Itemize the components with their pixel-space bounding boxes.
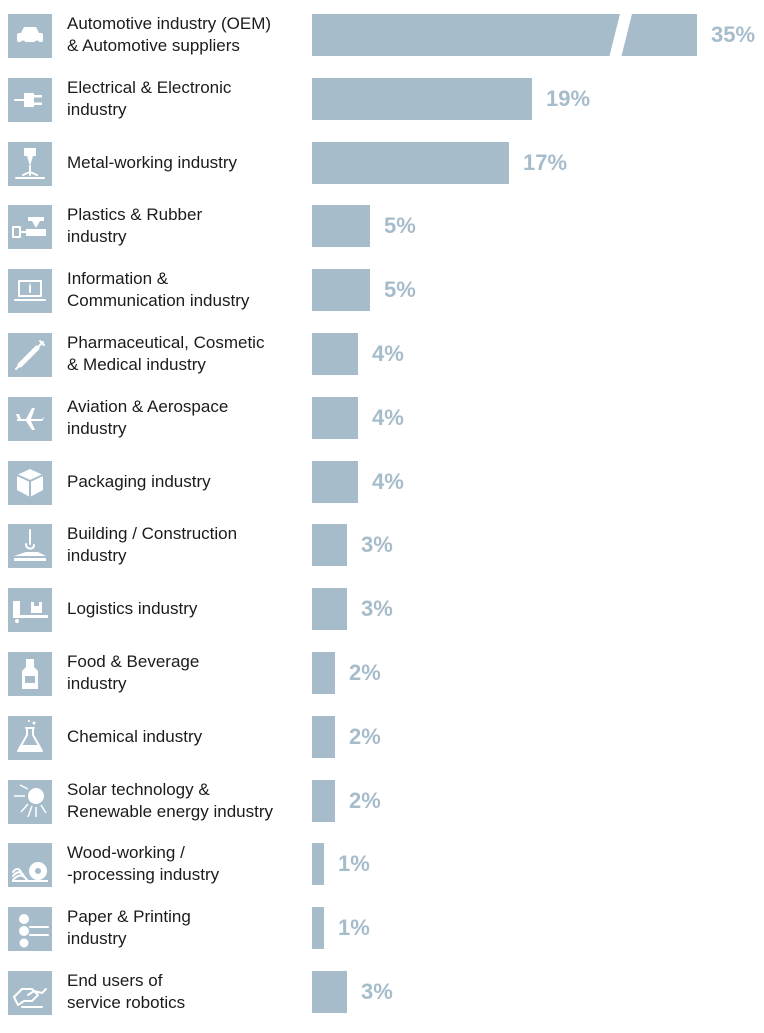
category-label: Food & Beverage industry (67, 652, 200, 693)
bar (312, 14, 697, 56)
chart-row: Pharmaceutical, Cosmetic & Medical indus… (0, 331, 764, 395)
bar (312, 333, 358, 375)
chart-row: Automotive industry (OEM) & Automotive s… (0, 4, 764, 76)
bar (312, 460, 358, 503)
flask-icon (8, 715, 52, 760)
chart-row: Logistics industry 3% (0, 586, 764, 650)
category-label: Information & Communication industry (67, 269, 250, 311)
syringe-icon (8, 333, 52, 377)
category-label: Metal-working industry (67, 152, 238, 172)
handshake-icon (8, 971, 52, 1015)
category-label: Electrical & Electronic industry (67, 77, 232, 119)
horizontal-bar-chart: Automotive industry (OEM) & Automotive s… (0, 4, 764, 1015)
chart-row: Packaging industry 4% (0, 459, 764, 523)
bar (312, 652, 335, 694)
chart-row: End users of service robotics 3% (0, 969, 764, 1033)
chart-row: Wood-working / -processing industry 1% (0, 841, 764, 905)
bar (312, 269, 370, 312)
value-label: 2% (349, 723, 381, 749)
printing-rollers-icon (8, 907, 52, 952)
truck-icon (8, 588, 52, 633)
chart-row: Metal-working industry 17% (0, 140, 764, 204)
category-label: Paper & Printing industry (67, 907, 191, 949)
car-icon (8, 14, 52, 58)
value-label: 5% (384, 277, 416, 303)
value-label: 1% (338, 851, 370, 877)
value-label: 4% (372, 341, 404, 366)
category-label: Wood-working / -processing industry (67, 843, 220, 885)
chart-row: Paper & Printing industry 1% (0, 905, 764, 969)
bar (312, 77, 532, 120)
chart-row: Electrical & Electronic industry 19% (0, 76, 764, 140)
bar (312, 715, 335, 758)
bar (312, 205, 370, 248)
value-label: 3% (361, 979, 393, 1004)
saw-blade-icon (8, 843, 52, 888)
value-label: 4% (372, 468, 404, 494)
category-label: Building / Construction industry (67, 524, 238, 566)
value-label: 3% (361, 532, 393, 558)
category-label: Automotive industry (OEM) & Automotive s… (67, 14, 272, 55)
chart-row: Food & Beverage industry 2% (0, 650, 764, 714)
bar (312, 524, 347, 567)
chart-row: Information & Communication industry 5% (0, 267, 764, 331)
category-label: Plastics & Rubber industry (67, 205, 203, 247)
category-label: Aviation & Aerospace industry (67, 396, 229, 438)
chart-row: Solar technology & Renewable energy indu… (0, 778, 764, 842)
category-label: Chemical industry (67, 726, 203, 746)
category-label: Packaging industry (67, 471, 211, 491)
value-label: 1% (338, 915, 370, 941)
crane-icon (8, 524, 52, 569)
category-label: Pharmaceutical, Cosmetic & Medical indus… (67, 333, 265, 374)
box-icon (8, 460, 52, 505)
value-label: 19% (546, 85, 591, 111)
bar (312, 971, 347, 1013)
category-label: Solar technology & Renewable energy indu… (67, 779, 274, 821)
bar (312, 396, 358, 439)
chart-row: Plastics & Rubber industry 5% (0, 203, 764, 267)
bar (312, 141, 509, 184)
value-label: 2% (349, 660, 381, 685)
bar (312, 779, 335, 822)
category-label: End users of service robotics (67, 971, 186, 1012)
value-label: 17% (523, 149, 568, 175)
category-label: Logistics industry (67, 599, 198, 619)
chart-row: Building / Construction industry 3% (0, 522, 764, 586)
value-label: 3% (361, 596, 393, 622)
sun-icon (8, 779, 52, 824)
injection-mold-icon (8, 205, 52, 250)
bar (312, 907, 324, 950)
plug-icon (8, 77, 52, 122)
value-label: 4% (372, 404, 404, 430)
bar (312, 588, 347, 631)
chart-row: Aviation & Aerospace industry 4% (0, 395, 764, 459)
bottle-icon (8, 652, 52, 696)
laptop-icon (8, 269, 52, 314)
laser-cutter-icon (8, 141, 52, 186)
airplane-icon (8, 396, 52, 441)
value-label: 35% (711, 22, 756, 47)
value-label: 5% (384, 213, 416, 239)
value-label: 2% (349, 787, 381, 813)
bar (312, 843, 324, 886)
chart-row: Chemical industry 2% (0, 714, 764, 778)
